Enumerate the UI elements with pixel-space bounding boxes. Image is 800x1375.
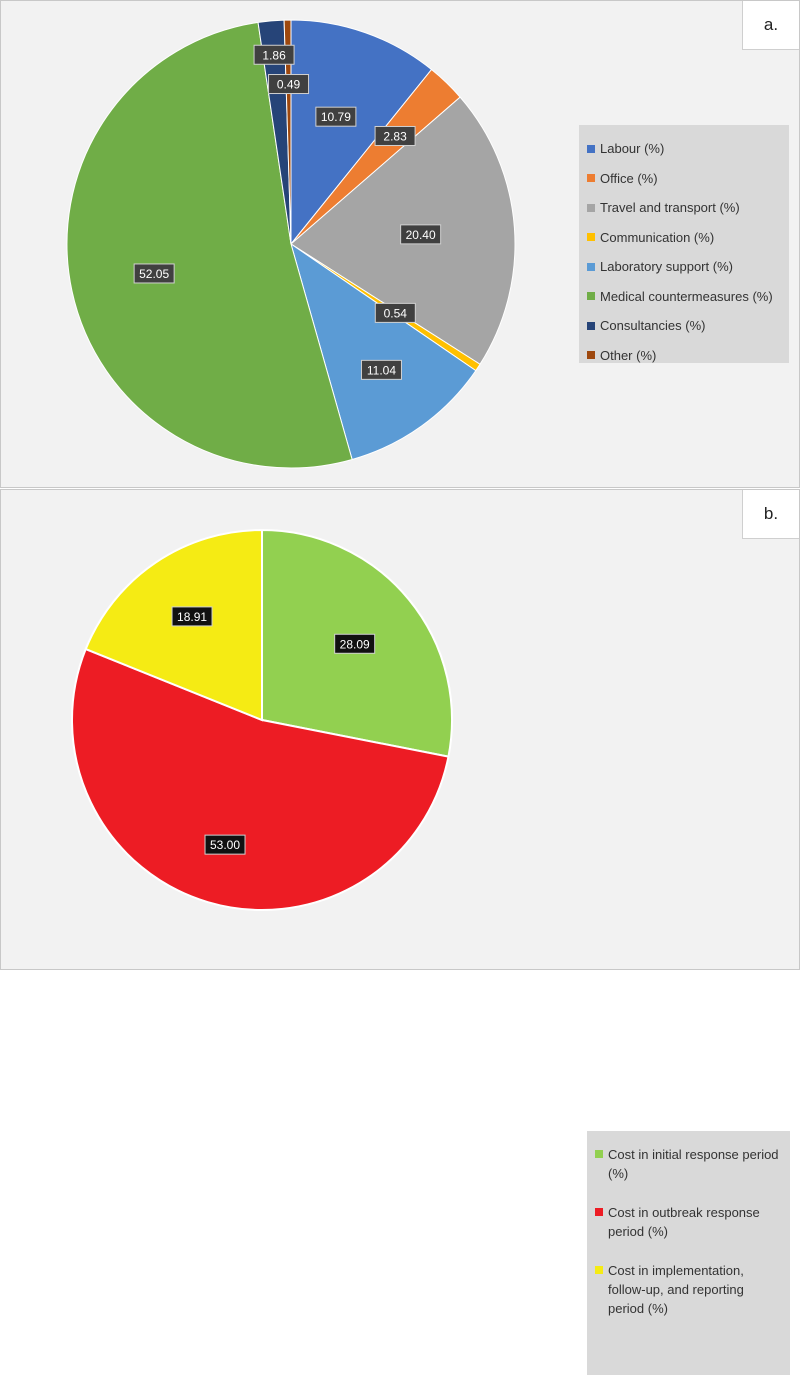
- legend-item-consultancies: Consultancies (%): [587, 311, 783, 341]
- data-label-value: 11.04: [367, 363, 396, 377]
- data-label-value: 0.49: [277, 78, 301, 92]
- data-label-value: 2.83: [383, 129, 407, 143]
- legend-swatch: [587, 233, 595, 242]
- legend-label: Office (%): [600, 170, 658, 186]
- legend-label: Laboratory support (%): [600, 259, 733, 275]
- legend-item-communication: Communication (%): [587, 223, 783, 253]
- legend-label: Communication (%): [600, 229, 715, 245]
- legend-swatch: [587, 174, 595, 183]
- data-label-value: 52.05: [139, 267, 169, 281]
- data-label-box: [374, 125, 416, 146]
- chart-panel-b: b. 28.09 53.00 18.91 Cost in initial respo…: [0, 489, 800, 1375]
- legend-label: Consultancies (%): [600, 318, 706, 334]
- legend-label: Cost in initial response period (%): [608, 1147, 779, 1181]
- data-label-cost-in-implementation-follow-up-and-reporting-period: 18.91: [171, 606, 213, 627]
- legend-label: Cost in implementation, follow-up, and r…: [608, 1263, 744, 1316]
- legend-swatch: [587, 351, 595, 360]
- data-label-consultancies: 1.86: [253, 44, 295, 65]
- data-label-cost-in-outbreak-response-period: 53.00: [204, 834, 246, 855]
- legend-label: Cost in outbreak response period (%): [608, 1205, 760, 1239]
- legend-item-laboratory-support: Laboratory support (%): [587, 252, 783, 282]
- legend-item-cost-in-initial-response-period: Cost in initial response period (%): [595, 1145, 782, 1183]
- legend-item-medical-countermeasures: Medical countermeasures (%): [587, 282, 783, 312]
- data-label-medical-countermeasures: 52.05: [133, 263, 175, 284]
- data-label-other: 0.49: [268, 74, 310, 95]
- data-label-box: [133, 263, 175, 284]
- legend-label: Labour (%): [600, 141, 665, 157]
- data-label-value: 10.79: [321, 110, 351, 124]
- data-label-box: [334, 633, 376, 654]
- pie-slice-medical-countermeasures: [66, 21, 353, 469]
- legend-swatch: [587, 321, 595, 330]
- data-label-box: [400, 224, 442, 245]
- data-label-box: [315, 106, 357, 127]
- data-label-travel-and-transport: 20.40: [400, 224, 442, 245]
- legend-label: Travel and transport (%): [600, 200, 740, 216]
- data-label-value: 1.86: [262, 48, 286, 62]
- data-label-box: [374, 302, 416, 323]
- data-label-box: [360, 359, 402, 380]
- data-label-laboratory-support: 11.04: [360, 359, 402, 380]
- legend-item-other: Other (%): [587, 341, 783, 371]
- legend-item-labour: Labour (%): [587, 134, 783, 164]
- legend-item-travel-and-transport: Travel and transport (%): [587, 193, 783, 223]
- data-label-labour: 10.79: [315, 106, 357, 127]
- pie-slice-cost-in-outbreak-response-period: [71, 647, 450, 911]
- legend-label: Medical countermeasures (%): [600, 288, 773, 304]
- data-label-value: 0.54: [384, 306, 408, 320]
- data-label-value: 53.00: [210, 838, 240, 852]
- panel-label-a: a.: [742, 1, 799, 50]
- data-label-value: 20.40: [406, 228, 436, 242]
- data-label-communication: 0.54: [374, 302, 416, 323]
- pie-chart-b: 28.09 53.00 18.91: [71, 528, 453, 911]
- legend-item-cost-in-implementation-follow-up-and-reporting-period: Cost in implementation, follow-up, and r…: [595, 1261, 782, 1318]
- legend-swatch: [595, 1208, 603, 1216]
- data-label-box: [204, 834, 246, 855]
- legend-a: Labour (%) Office (%) Travel and transport…: [579, 125, 789, 363]
- pie-slices: [71, 528, 453, 911]
- legend-swatch: [587, 262, 595, 271]
- data-label-cost-in-initial-response-period: 28.09: [334, 633, 376, 654]
- data-label-box: [171, 606, 213, 627]
- legend-swatch: [587, 292, 595, 301]
- legend-swatch: [587, 144, 595, 153]
- legend-item-office: Office (%): [587, 164, 783, 194]
- legend-b: Cost in initial response period (%) Cost …: [587, 1131, 790, 1375]
- legend-swatch: [595, 1266, 603, 1274]
- pie-slice-labour: [290, 19, 433, 246]
- legend-label: Other (%): [600, 347, 657, 363]
- data-label-value: 28.09: [340, 637, 370, 651]
- data-label-box: [253, 44, 295, 65]
- legend-item-cost-in-outbreak-response-period: Cost in outbreak response period (%): [595, 1203, 782, 1241]
- pie-chart-a: 10.79 2.83 20.40 0.54 11.04 52.05 1.86 0.49: [66, 19, 516, 469]
- legend-swatch: [595, 1150, 603, 1158]
- data-label-office: 2.83: [374, 125, 416, 146]
- chart-panel-a: a. 10.79 2.83 20.40 0.54 11.04 52.05 1.86 0.49 …: [0, 0, 800, 488]
- data-label-value: 18.91: [177, 610, 207, 624]
- legend-swatch: [587, 203, 595, 212]
- data-label-box: [268, 74, 310, 95]
- panel-label-b: b.: [742, 490, 799, 539]
